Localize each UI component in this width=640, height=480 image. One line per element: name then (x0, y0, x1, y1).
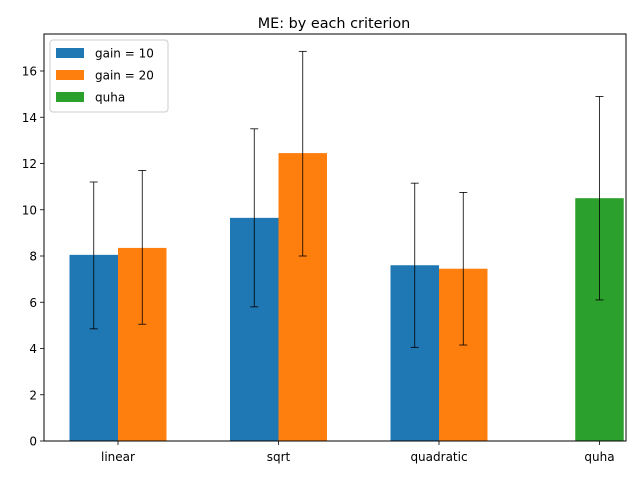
legend: gain = 10 gain = 20 quha (49, 39, 169, 113)
y-tick-label-8: 8 (29, 250, 37, 264)
x-axis: linear sqrt quadratic quha (101, 441, 615, 464)
y-tick-label-6: 6 (29, 296, 37, 310)
legend-swatch-series-2 (56, 70, 84, 80)
plot-area-frame (43, 33, 627, 442)
x-tick-label-linear: linear (101, 450, 135, 464)
legend-label-series-2: gain = 20 (95, 69, 154, 83)
y-tick-label-16: 16 (22, 65, 37, 79)
y-axis: 0 2 4 6 8 10 12 14 16 (22, 65, 44, 449)
error-bars-layer (89, 50, 604, 348)
x-tick-label-quadratic: quadratic (410, 450, 467, 464)
x-tick-label-sqrt: sqrt (267, 450, 291, 464)
legend-swatch-series-3 (56, 92, 84, 102)
legend-swatch-series-1 (56, 48, 84, 58)
bars-layer (69, 153, 624, 441)
y-tick-label-14: 14 (22, 111, 37, 125)
y-tick-label-0: 0 (29, 435, 37, 449)
legend-label-series-3: quha (95, 91, 125, 105)
y-tick-label-10: 10 (22, 203, 37, 217)
chart-title: ME: by each criterion (258, 16, 411, 32)
legend-label-series-1: gain = 10 (95, 47, 154, 61)
y-tick-label-2: 2 (29, 388, 37, 402)
y-tick-label-12: 12 (22, 157, 37, 171)
x-tick-label-quha: quha (584, 450, 614, 464)
y-tick-label-4: 4 (29, 342, 37, 356)
